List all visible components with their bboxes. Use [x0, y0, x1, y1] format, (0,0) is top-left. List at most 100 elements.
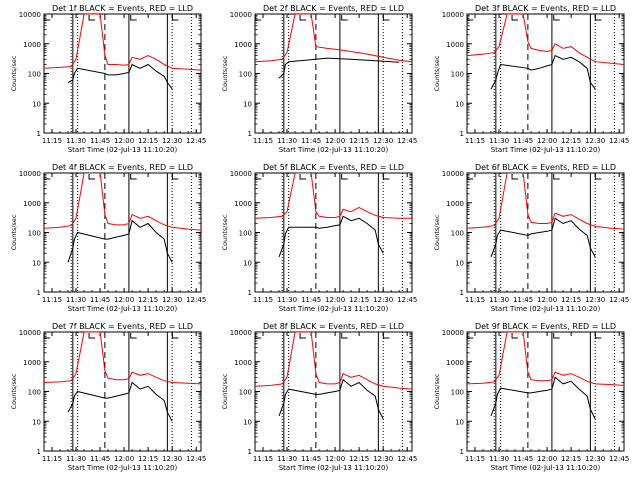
y-tick-label: 10 — [32, 100, 41, 108]
panel-title: Det 8f BLACK = Events, RED = LLD — [263, 322, 404, 331]
y-tick-label: 10 — [32, 418, 41, 426]
state-marker — [88, 174, 96, 180]
y-tick-label: 10000 — [230, 170, 252, 178]
x-tick-label: 11:45 — [513, 455, 533, 463]
state-marker — [130, 15, 137, 21]
x-tick-label: 11:45 — [301, 455, 321, 463]
x-tick-label: 11:30 — [66, 296, 86, 304]
detector-panel: Det 4f BLACK = Events, RED = LLD 1 10 100 10… — [10, 163, 206, 313]
x-tick-label: 12:30 — [373, 137, 393, 145]
x-tick-label: 12:15 — [138, 137, 158, 145]
x-tick-label: 11:45 — [301, 296, 321, 304]
y-tick-label: 1 — [37, 289, 41, 297]
x-tick-label: 11:45 — [90, 137, 110, 145]
x-tick-label: 12:00 — [114, 137, 134, 145]
state-marker — [130, 174, 137, 180]
x-tick-label: 11:30 — [277, 296, 297, 304]
y-tick-label: 100 — [451, 230, 464, 238]
y-axis-label: Counts/sec — [221, 214, 229, 250]
x-tick-label: 12:30 — [162, 455, 182, 463]
plot-frame — [466, 172, 625, 293]
state-marker — [553, 174, 560, 180]
x-tick-label: 11:45 — [513, 296, 533, 304]
state-marker — [43, 174, 51, 180]
y-tick-label: 10 — [455, 418, 464, 426]
x-axis-label: Start Time (02-Jul-13 11:10:20) — [68, 146, 178, 154]
lld-series-line — [44, 14, 201, 71]
detector-panel: Det 9f BLACK = Events, RED = LLD 1 10 100 10… — [433, 322, 629, 472]
x-axis-label: Start Time (02-Jul-13 11:10:20) — [279, 305, 389, 313]
state-marker — [88, 333, 96, 339]
state-marker — [171, 174, 179, 180]
y-tick-label: 10000 — [442, 170, 464, 178]
plot-frame — [254, 13, 413, 134]
y-tick-label: 100 — [239, 71, 252, 79]
x-tick-label: 11:15 — [253, 296, 273, 304]
x-tick-label: 11:15 — [42, 455, 62, 463]
x-tick-label: 11:15 — [465, 455, 485, 463]
state-marker — [299, 174, 307, 180]
panel-title: Det 2f BLACK = Events, RED = LLD — [263, 4, 404, 13]
lld-series-line — [44, 332, 201, 385]
y-tick-label: 1000 — [23, 41, 41, 49]
state-marker — [254, 333, 262, 339]
y-axis-label: Counts/sec — [433, 214, 441, 250]
state-marker — [341, 15, 348, 21]
y-tick-label: 1000 — [23, 200, 41, 208]
lld-series-line — [467, 173, 624, 230]
state-marker — [254, 174, 262, 180]
x-tick-label: 11:30 — [489, 296, 509, 304]
y-tick-label: 10000 — [19, 329, 41, 337]
panel-title: Det 5f BLACK = Events, RED = LLD — [263, 163, 404, 172]
y-axis-label: Counts/sec — [433, 373, 441, 409]
lld-series-line — [255, 332, 412, 390]
state-marker — [594, 174, 602, 180]
x-tick-label: 12:15 — [349, 296, 369, 304]
x-tick-label: 11:15 — [465, 137, 485, 145]
x-tick-label: 11:30 — [277, 455, 297, 463]
y-tick-label: 1 — [37, 130, 41, 138]
y-tick-label: 10 — [243, 418, 252, 426]
detector-panel: Det 5f BLACK = Events, RED = LLD 1 10 100 10… — [221, 163, 417, 313]
panel-title: Det 9f BLACK = Events, RED = LLD — [475, 322, 616, 331]
x-axis-label: Start Time (02-Jul-13 11:10:20) — [279, 464, 389, 472]
y-axis-label: Counts/sec — [221, 373, 229, 409]
state-marker — [88, 15, 96, 21]
x-tick-label: 12:00 — [325, 455, 345, 463]
detector-panel: Det 7f BLACK = Events, RED = LLD 1 10 100 10… — [10, 322, 206, 472]
x-tick-label: 12:30 — [373, 296, 393, 304]
x-tick-label: 12:15 — [561, 455, 581, 463]
x-tick-label: 12:45 — [609, 296, 629, 304]
x-tick-label: 11:15 — [253, 455, 273, 463]
plot-frame — [43, 331, 202, 452]
state-marker — [382, 174, 390, 180]
y-tick-label: 10 — [455, 100, 464, 108]
x-tick-label: 12:45 — [609, 137, 629, 145]
x-tick-label: 12:00 — [114, 296, 134, 304]
x-tick-label: 12:45 — [186, 296, 206, 304]
state-marker — [553, 15, 560, 21]
x-axis-label: Start Time (02-Jul-13 11:10:20) — [491, 464, 601, 472]
state-marker — [553, 333, 560, 339]
x-tick-label: 11:15 — [465, 296, 485, 304]
lld-series-line — [255, 14, 412, 63]
y-tick-label: 100 — [28, 71, 41, 79]
state-marker — [171, 333, 179, 339]
state-marker — [511, 174, 519, 180]
state-marker — [511, 15, 519, 21]
state-marker — [299, 15, 307, 21]
state-marker — [466, 174, 474, 180]
x-tick-label: 12:45 — [397, 296, 417, 304]
y-tick-label: 1000 — [234, 41, 252, 49]
x-tick-label: 12:00 — [114, 455, 134, 463]
plot-frame — [466, 13, 625, 134]
y-tick-label: 1 — [248, 289, 252, 297]
y-tick-label: 10000 — [442, 11, 464, 19]
y-axis-label: Counts/sec — [10, 214, 18, 250]
x-tick-label: 12:00 — [537, 296, 557, 304]
state-marker — [341, 333, 348, 339]
x-tick-label: 11:45 — [90, 296, 110, 304]
y-tick-label: 1 — [248, 130, 252, 138]
x-tick-label: 11:30 — [66, 455, 86, 463]
